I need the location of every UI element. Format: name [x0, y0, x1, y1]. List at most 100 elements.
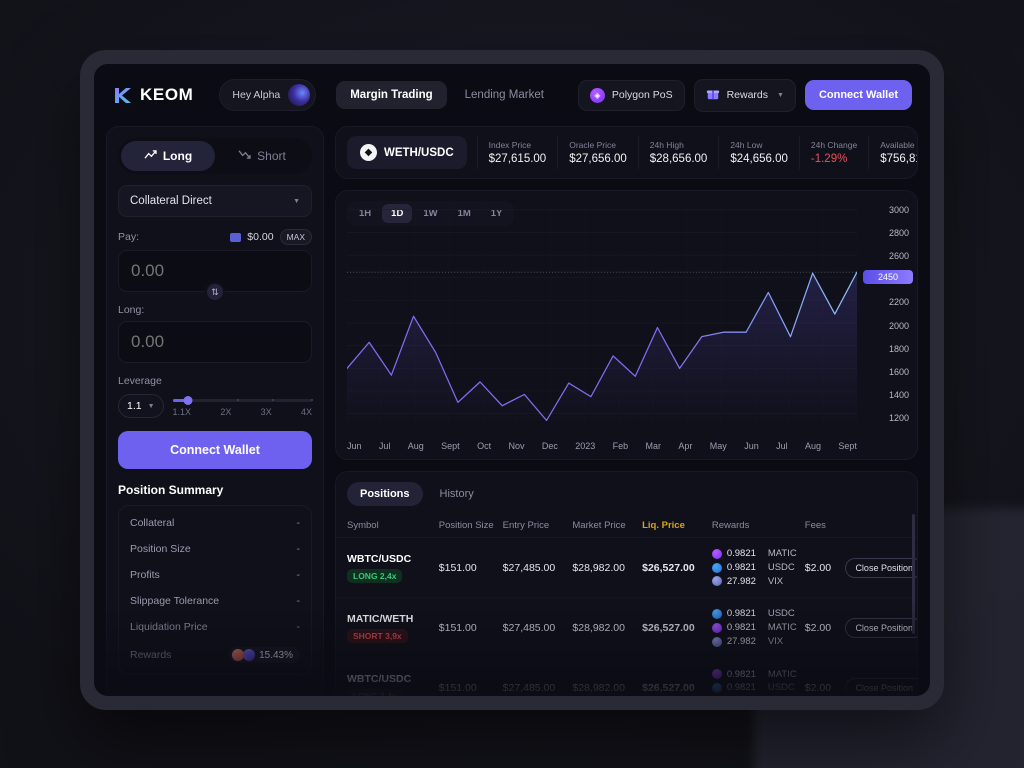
collateral-mode-value: Collateral Direct [130, 195, 212, 207]
leverage-slider[interactable]: 1.1X 2X 3X 4X [172, 395, 313, 417]
reward-symbol: VIX [768, 695, 783, 696]
market-pair-selector[interactable]: ◆ WETH/USDC [347, 136, 467, 169]
hey-alpha-label: Hey Alpha [232, 89, 281, 101]
matic-icon [711, 622, 722, 633]
reward-line: 27.982 VIX [711, 575, 797, 589]
summary-label: Position Size [130, 543, 191, 555]
positions-scrollbar[interactable] [912, 514, 915, 634]
close-position-button[interactable]: Close Position [845, 557, 917, 578]
trend-down-icon [238, 149, 251, 163]
rewards-apr-value: 15.43% [259, 649, 293, 661]
stat-value: $27,656.00 [569, 153, 627, 165]
cell-position-size: $151.00 [434, 597, 499, 659]
tab-margin-trading[interactable]: Margin Trading [336, 81, 447, 109]
timeframe-1y[interactable]: 1Y [490, 208, 503, 219]
matic-icon [711, 548, 722, 559]
col-market-price: Market Price [568, 514, 639, 538]
stat-index-price: Index Price $27,615.00 [476, 136, 558, 169]
trade-panel: Long Short Collateral Direct ▼ Pay: [106, 126, 324, 696]
top-bar: KEOM Hey Alpha Margin Trading Lending Ma… [94, 64, 930, 126]
close-position-button[interactable]: Close Position [845, 617, 917, 638]
cell-fees: $2.00 [800, 597, 842, 659]
stat-label: 24h Low [730, 140, 763, 150]
table-row[interactable]: WBTC/USDC LONG 2,4x $151.00 $27,485.00 $… [336, 658, 917, 696]
price-line-svg [347, 203, 857, 425]
weth-icon: ◆ [360, 144, 377, 161]
app-screen: KEOM Hey Alpha Margin Trading Lending Ma… [94, 64, 930, 696]
side-option-long[interactable]: Long [121, 141, 215, 171]
reward-amount: 27.982 [726, 575, 756, 587]
position-direction-tag: LONG 2,4x [347, 568, 403, 583]
chart-x-tick: Nov [508, 441, 525, 451]
position-symbol: WBTC/USDC [347, 552, 412, 565]
max-button[interactable]: MAX [279, 229, 312, 245]
leverage-slider-knob[interactable] [183, 396, 193, 405]
tab-lending-market[interactable]: Lending Market [464, 89, 544, 101]
pay-label-row: Pay: $0.00 MAX [118, 229, 312, 245]
table-row[interactable]: MATIC/WETH SHORT 3,9x $151.00 $27,485.00… [336, 597, 917, 659]
reward-amount: 0.9821 [726, 608, 756, 620]
reward-symbol: USDC [767, 561, 795, 573]
collateral-mode-select[interactable]: Collateral Direct ▼ [118, 185, 312, 217]
cell-actions: Close Position 🔗 [841, 597, 917, 659]
timeframe-1d[interactable]: 1D [382, 204, 413, 223]
rewards-dropdown[interactable]: Rewards ▼ [693, 78, 796, 112]
reward-amount: 0.9821 [726, 561, 756, 573]
chart-x-tick: May [709, 441, 727, 451]
tab-history[interactable]: History [439, 488, 474, 500]
position-summary-title: Position Summary [118, 483, 224, 497]
reward-symbol: MATIC [767, 548, 797, 559]
summary-row: Profits - [130, 562, 300, 588]
leverage-slider-track [172, 396, 313, 405]
network-selector[interactable]: ◈ Polygon PoS [577, 79, 685, 111]
chart-y-tick: 2200 [888, 297, 909, 308]
receive-amount-wrap: WETH ▼ [118, 321, 312, 363]
stat-24h-high: 24h High $28,656.00 [637, 136, 719, 169]
reward-amount: 0.9821 [726, 668, 756, 680]
receive-amount-input[interactable] [119, 322, 311, 362]
leverage-value-chip[interactable]: 1.1 ▼ [118, 394, 164, 418]
trend-up-icon [144, 149, 157, 163]
timeframe-1h[interactable]: 1H [359, 208, 372, 219]
leverage-tick-2: 3X [260, 407, 272, 417]
summary-value: - [296, 621, 300, 633]
stat-label: Index Price [488, 140, 532, 150]
summary-row: Position Size - [130, 536, 300, 562]
summary-rewards-label: Rewards [130, 649, 172, 661]
col-liq-price: Liq. Price [638, 514, 708, 538]
reward-amount: 0.9821 [726, 682, 756, 694]
swap-direction-button[interactable]: ⇅ [205, 282, 225, 302]
col-symbol: Symbol [336, 514, 435, 538]
cell-fees: $2.00 [800, 658, 842, 696]
timeframe-1m[interactable]: 1M [457, 208, 471, 219]
hey-alpha-button[interactable]: Hey Alpha [219, 79, 317, 111]
side-option-long-label: Long [162, 149, 193, 163]
chart-x-tick: Oct [477, 441, 492, 451]
leverage-tick-dot [271, 399, 274, 401]
timeframe-1w[interactable]: 1W [423, 208, 438, 219]
positions-table-body: WBTC/USDC LONG 2,4x $151.00 $27,485.00 $… [336, 537, 917, 696]
chart-y-tick: 2600 [888, 251, 909, 262]
brand-logo[interactable]: KEOM [112, 85, 193, 106]
tab-positions[interactable]: Positions [347, 482, 423, 506]
side-option-short[interactable]: Short [215, 141, 309, 171]
cell-entry-price: $27,485.00 [498, 537, 569, 599]
summary-label: Slippage Tolerance [130, 595, 220, 607]
stat-24h-change: 24h Change -1.29% [798, 136, 868, 169]
chevron-down-icon: ▼ [147, 402, 155, 410]
current-price-badge: 2450 [863, 269, 913, 284]
chevron-down-icon: ▼ [293, 197, 300, 205]
table-row[interactable]: WBTC/USDC LONG 2,4x $151.00 $27,485.00 $… [336, 537, 917, 599]
cell-symbol: WBTC/USDC LONG 2,4x [336, 658, 435, 696]
connect-wallet-button[interactable]: Connect Wallet [804, 80, 912, 110]
device-frame: KEOM Hey Alpha Margin Trading Lending Ma… [80, 50, 944, 710]
leverage-tick-0: 1.1X [172, 407, 192, 417]
positions-table: Symbol Position Size Entry Price Market … [336, 514, 917, 696]
leverage-label: Leverage [118, 375, 162, 387]
close-position-button[interactable]: Close Position [845, 678, 917, 696]
connect-wallet-main-button[interactable]: Connect Wallet [118, 431, 312, 469]
chart-x-tick: Jul [776, 441, 788, 451]
leverage-row: 1.1 ▼ 1.1X 2X [118, 394, 313, 418]
pay-amount-wrap: USDC ▼ ⇅ [118, 250, 312, 302]
cell-market-price: $28,982.00 [568, 658, 639, 696]
